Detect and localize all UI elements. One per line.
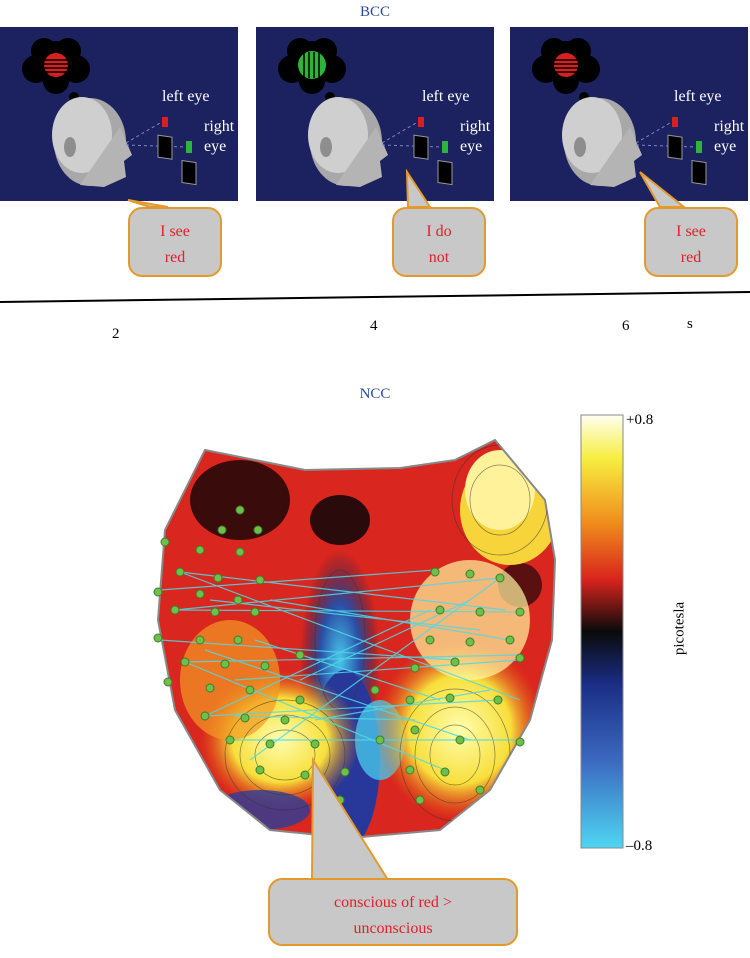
- speech-bubble-3: I see red: [644, 207, 738, 277]
- speech-bubble-1: I see red: [128, 207, 222, 277]
- right-eye-label: right eye: [204, 117, 234, 157]
- left-eye-label: left eye: [674, 88, 722, 105]
- red-grating-icon: [554, 53, 578, 77]
- callout-bubble: conscious of red > unconscious: [268, 878, 518, 946]
- right-eye-label: right eye: [460, 117, 490, 157]
- right-eye-line-2: eye: [460, 138, 483, 155]
- speech-line-2: not: [428, 249, 450, 266]
- right-eye-line-1: right: [460, 118, 491, 135]
- colorbar-min: –0.8: [626, 838, 653, 854]
- speech-line-1: I see: [160, 223, 190, 240]
- right-eye-line-1: right: [204, 118, 235, 135]
- timeline-tick-6: 6: [622, 318, 630, 334]
- right-eye-line-1: right: [714, 118, 745, 135]
- timeline-unit: s: [687, 316, 693, 332]
- red-grating-icon: [44, 53, 68, 77]
- ncc-title: NCC: [359, 386, 391, 402]
- speech-line-1: I see: [676, 223, 706, 240]
- colorbar-unit-label: picotesla: [671, 601, 688, 656]
- sensor-dots: [153, 505, 525, 805]
- callout-line-1: conscious of red >: [334, 894, 452, 911]
- timeline-tick-2: 2: [112, 326, 120, 342]
- speech-line-2: red: [164, 249, 186, 266]
- right-eye-line-2: eye: [204, 138, 227, 155]
- right-eye-label: right eye: [714, 117, 744, 157]
- speech-bubble-2: I do not: [392, 207, 486, 277]
- right-eye-line-2: eye: [714, 138, 737, 155]
- speech-line-2: red: [680, 249, 702, 266]
- bcc-title: BCC: [359, 4, 390, 20]
- timeline-tick-4: 4: [370, 318, 378, 334]
- colorbar: [580, 414, 624, 849]
- bcc-panel-3: left eye right eye: [510, 27, 748, 201]
- head-illustration: [22, 38, 197, 187]
- bcc-panel-1: left eye right eye: [0, 27, 238, 201]
- bcc-panel-2: left eye right eye: [256, 27, 494, 201]
- head-illustration: [532, 38, 707, 187]
- colorbar-max: +0.8: [626, 412, 654, 428]
- head-illustration: [278, 38, 453, 187]
- left-eye-label: left eye: [422, 88, 470, 105]
- speech-line-1: I do: [426, 223, 452, 240]
- callout-line-2: unconscious: [353, 920, 433, 937]
- left-eye-label: left eye: [162, 88, 210, 105]
- connectivity-lines: [159, 569, 521, 771]
